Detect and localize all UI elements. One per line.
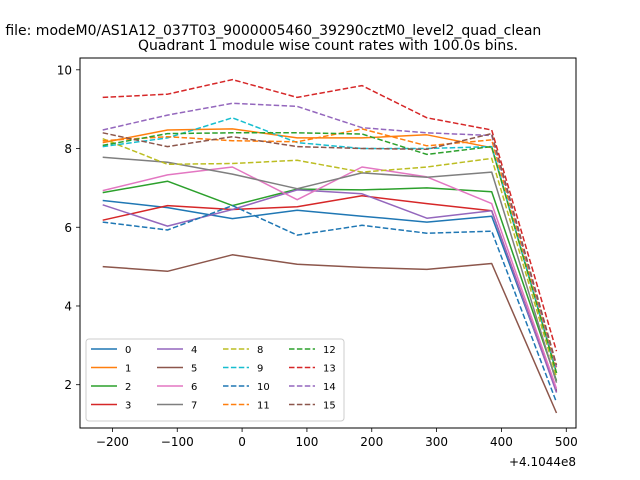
- series-line-14: [102, 102, 558, 368]
- legend-label-13: 13: [323, 364, 336, 375]
- x-tick-label: 200: [360, 435, 383, 449]
- legend-label-3: 3: [125, 401, 131, 412]
- series-line-11: [102, 128, 558, 370]
- x-tick-label: 300: [425, 435, 448, 449]
- legend-label-6: 6: [191, 382, 197, 393]
- legend-label-8: 8: [257, 345, 263, 356]
- chart-title: Quadrant 1 module wise count rates with …: [138, 38, 518, 54]
- x-axis-offset-label: +4.1044e8: [509, 455, 576, 469]
- legend-label-2: 2: [125, 382, 131, 393]
- series-line-0: [102, 199, 558, 391]
- legend-label-5: 5: [191, 364, 197, 375]
- series-line-13: [102, 78, 558, 352]
- legend-label-11: 11: [257, 401, 270, 412]
- series-line-4: [102, 189, 558, 393]
- legend-label-1: 1: [125, 364, 131, 375]
- series-line-1: [102, 128, 558, 374]
- x-tick-label: 400: [490, 435, 513, 449]
- legend-label-7: 7: [191, 401, 197, 412]
- x-tick-label: −100: [161, 435, 194, 449]
- legend-label-15: 15: [323, 401, 336, 412]
- axes-frame: [79, 57, 577, 429]
- y-tick-label: 10: [57, 63, 72, 77]
- x-tick-label: 500: [555, 435, 578, 449]
- series-line-8: [102, 138, 558, 378]
- series-line-6: [102, 166, 558, 389]
- x-axis: −200 −100 0 100 200 300 400 500: [96, 428, 578, 449]
- series-line-2: [102, 180, 558, 382]
- legend-label-4: 4: [191, 345, 197, 356]
- y-tick-label: 2: [64, 378, 72, 392]
- series-line-5: [102, 254, 558, 414]
- legend-label-12: 12: [323, 345, 336, 356]
- series-line-15: [102, 132, 558, 366]
- y-tick-label: 6: [64, 221, 72, 235]
- legend-label-0: 0: [125, 345, 131, 356]
- legend-label-9: 9: [257, 364, 263, 375]
- y-axis: 2 4 6 8 10: [57, 63, 80, 392]
- y-tick-label: 4: [64, 299, 72, 313]
- series-line-12: [102, 132, 558, 374]
- legend-box: [85, 338, 345, 422]
- x-tick-label: −200: [96, 435, 129, 449]
- legend-label-14: 14: [323, 382, 336, 393]
- chart-suptitle: n file: modeM0/AS1A12_037T03_9000005460_…: [0, 23, 541, 39]
- legend-label-10: 10: [257, 382, 270, 393]
- plot-area: [79, 57, 577, 429]
- x-tick-label: 0: [238, 435, 246, 449]
- series-line-3: [102, 195, 558, 393]
- series-layer: [102, 78, 558, 414]
- y-tick-label: 8: [64, 142, 72, 156]
- series-line-10: [102, 204, 558, 403]
- x-tick-label: 100: [295, 435, 318, 449]
